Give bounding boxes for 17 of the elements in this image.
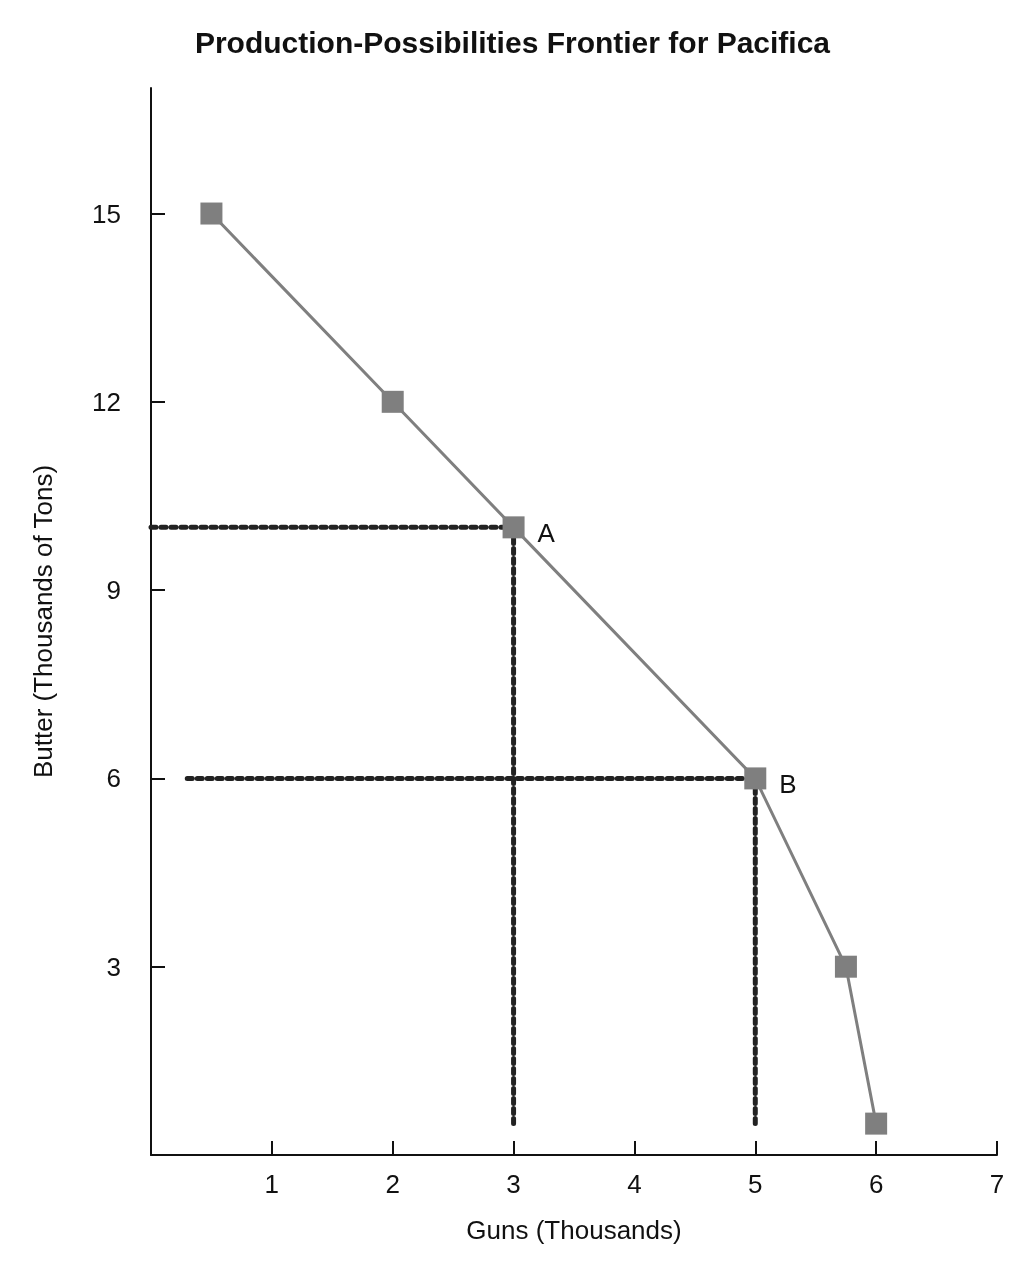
y-axis-title: Butter (Thousands of Tons) — [28, 464, 58, 779]
y-tick-label: 15 — [92, 198, 121, 229]
x-axis-title: Guns (Thousands) — [466, 1215, 682, 1245]
x-tick-label: 7 — [989, 1169, 1005, 1199]
chart-title: Production-Possibilities Frontier for Pacifica — [194, 25, 831, 59]
annotation: B — [779, 769, 797, 800]
x-tick-label: 4 — [627, 1169, 642, 1199]
x-tick-label: 5 — [748, 1169, 763, 1199]
y-tick-label: 12 — [92, 386, 121, 417]
x-tick-label: 2 — [385, 1169, 400, 1199]
y-tick-label: 3 — [106, 951, 121, 982]
annotation: A — [537, 518, 556, 549]
y-tick-label: 6 — [106, 763, 121, 794]
x-tick-label: 6 — [868, 1169, 884, 1199]
x-tick-label: 3 — [506, 1169, 521, 1199]
x-tick-label: 1 — [264, 1169, 280, 1199]
y-tick-label: 9 — [106, 575, 121, 606]
